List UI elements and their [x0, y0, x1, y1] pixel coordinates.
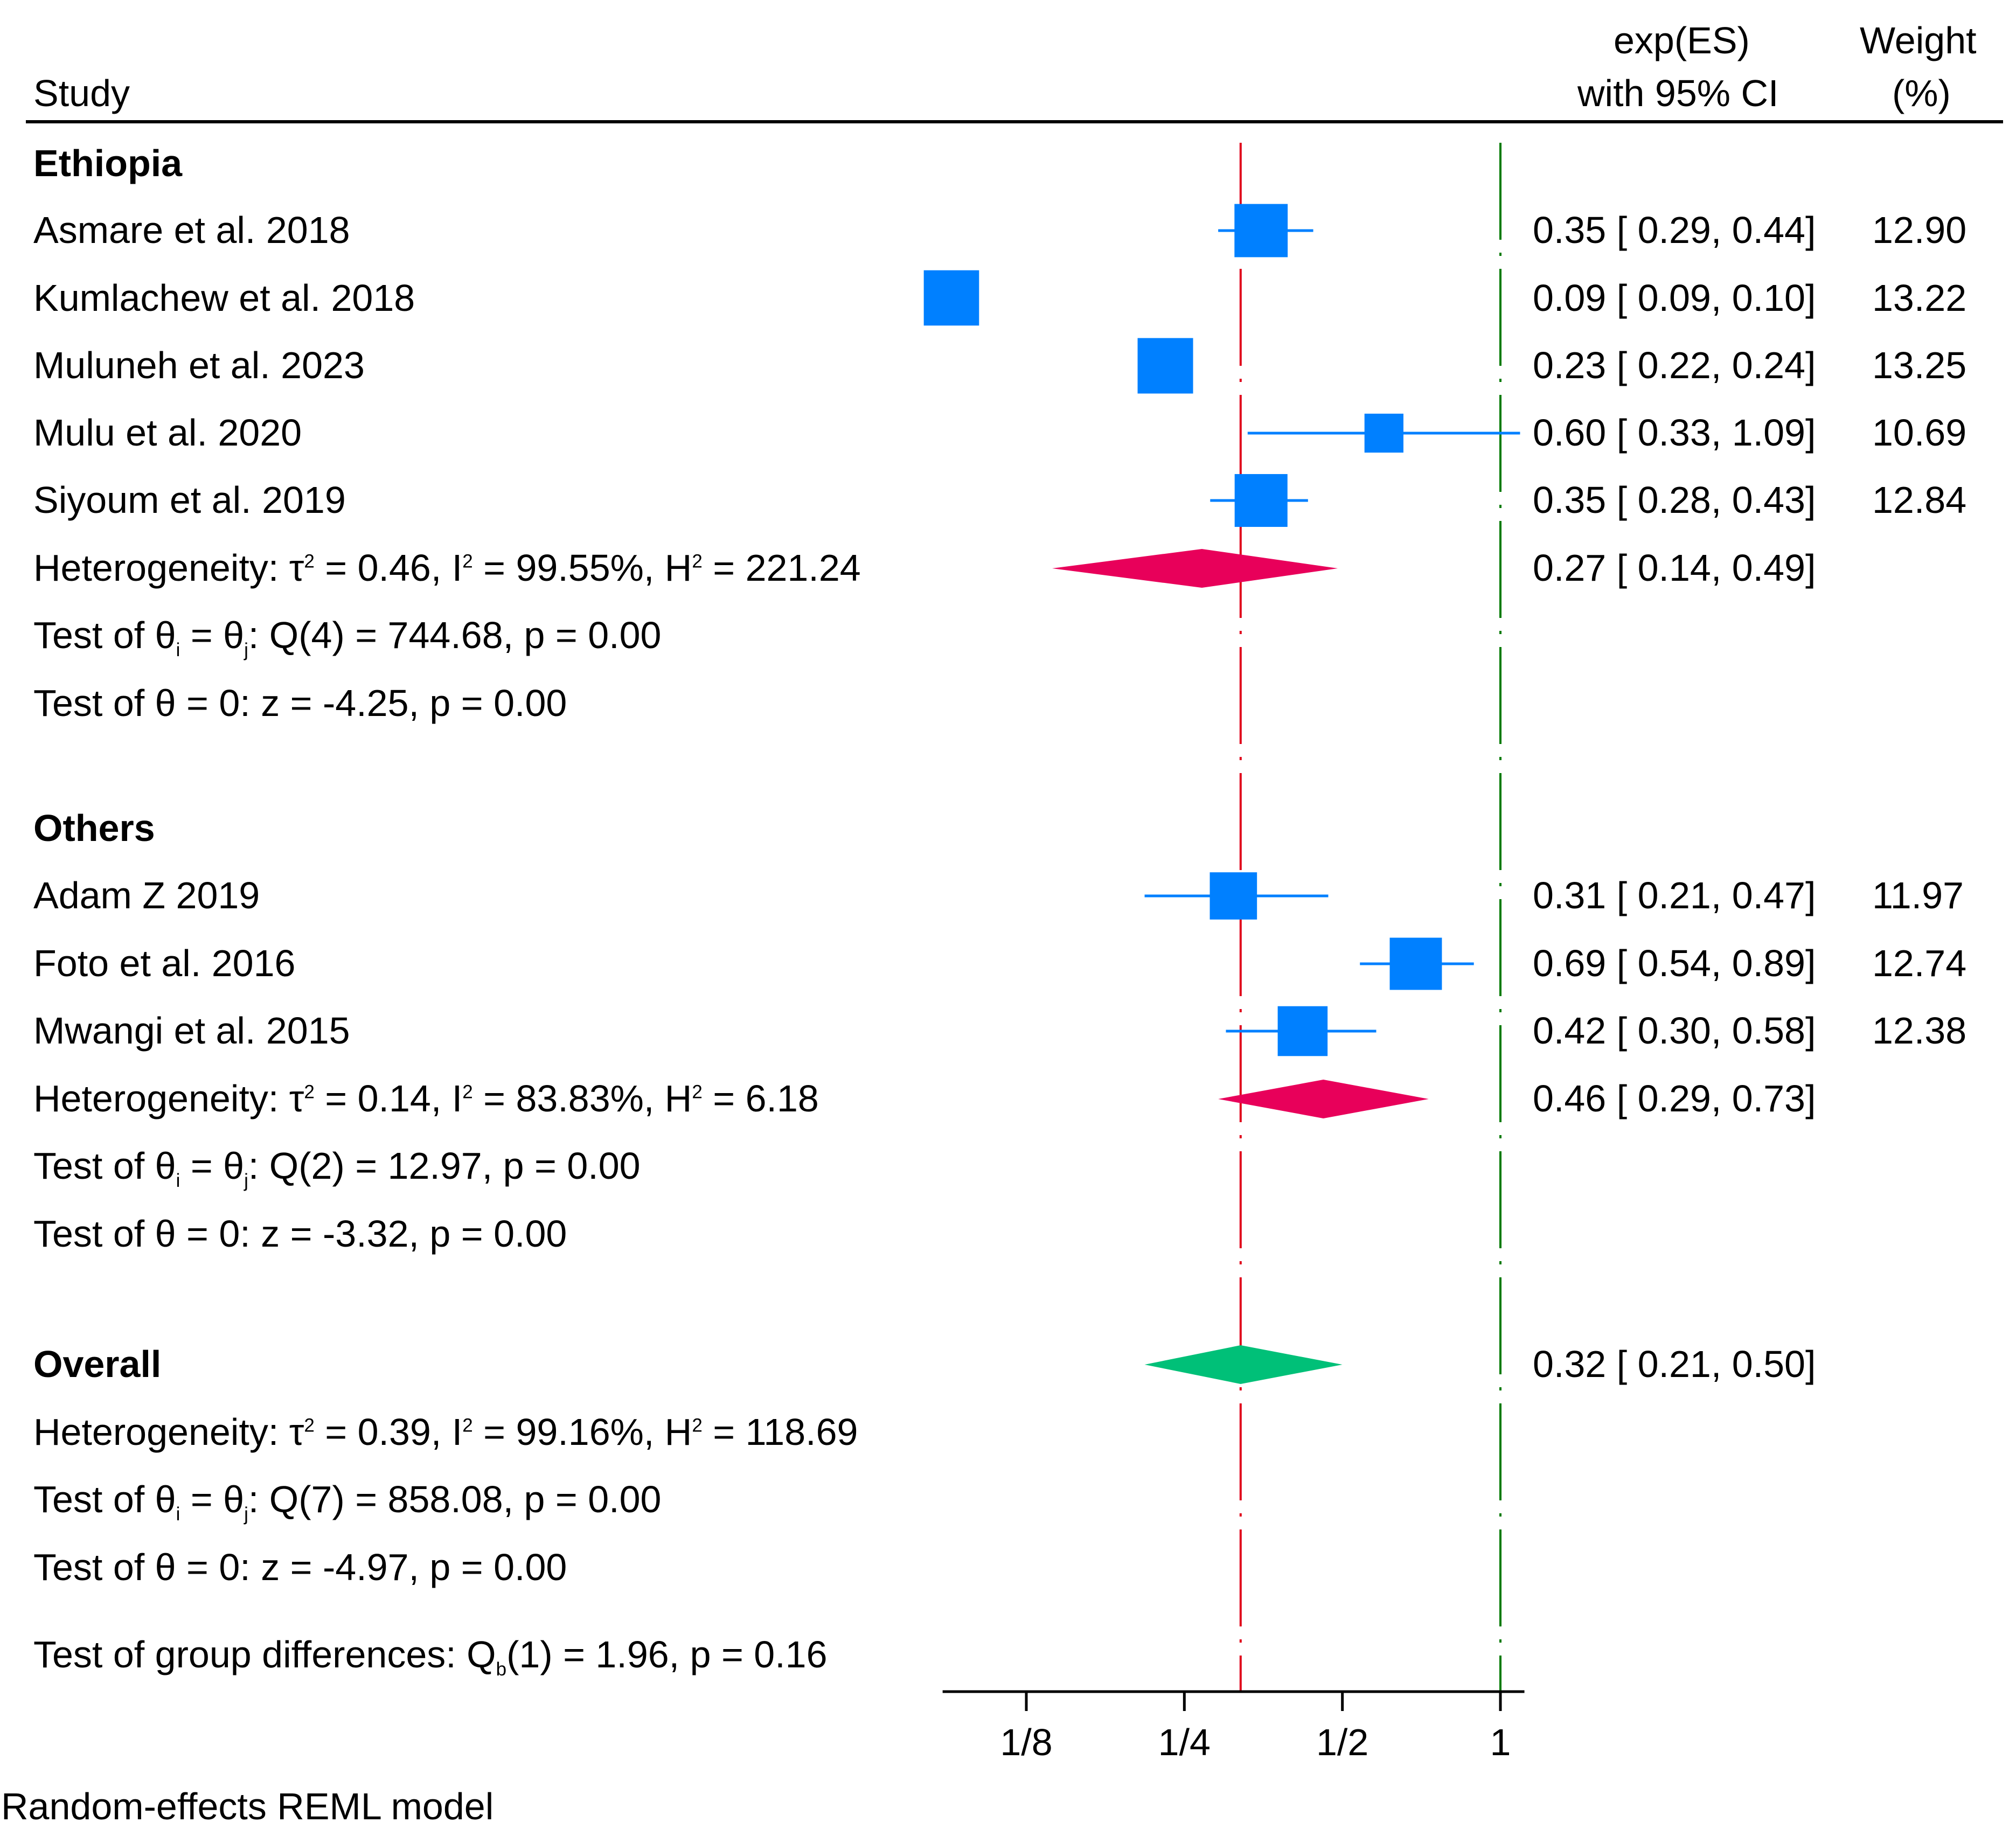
study-ci: 0.69 [ 0.54, 0.89] — [1533, 942, 1816, 984]
study-weight: 12.84 — [1872, 479, 1967, 521]
study-marker — [1209, 872, 1257, 920]
study-label: Asmare et al. 2018 — [33, 209, 350, 251]
study-marker — [1234, 474, 1288, 527]
header-study: Study — [33, 72, 130, 114]
pooled-ci-ethiopia: 0.27 [ 0.14, 0.49] — [1533, 547, 1816, 589]
test-zero-overall: Test of θ = 0: z = -4.97, p = 0.00 — [33, 1546, 567, 1588]
x-tick-label: 1/4 — [1158, 1721, 1211, 1763]
header-weight-line1: Weight — [1860, 19, 1977, 61]
study-marker — [1364, 413, 1403, 453]
study-ci: 0.31 [ 0.21, 0.47] — [1533, 874, 1816, 916]
study-marker — [1389, 937, 1442, 990]
study-ci: 0.60 [ 0.33, 1.09] — [1533, 412, 1816, 454]
heterogeneity-others: Heterogeneity: τ2 = 0.14, I2 = 83.83%, H… — [33, 1077, 819, 1119]
test-ij-overall: Test of θi = θj: Q(7) = 858.08, p = 0.00 — [33, 1478, 662, 1525]
study-weight: 11.97 — [1872, 874, 1964, 916]
study-label: Mulu et al. 2020 — [33, 412, 302, 454]
study-weight: 12.38 — [1872, 1010, 1967, 1052]
study-marker — [1137, 338, 1193, 394]
study-weight: 10.69 — [1872, 412, 1967, 454]
study-label: Foto et al. 2016 — [33, 942, 296, 984]
x-tick-label: 1 — [1490, 1721, 1511, 1763]
study-weight: 13.22 — [1872, 277, 1967, 319]
header-es-line1: exp(ES) — [1614, 19, 1750, 61]
test-ij-others: Test of θi = θj: Q(2) = 12.97, p = 0.00 — [33, 1145, 641, 1191]
overall-diamond — [1144, 1345, 1343, 1384]
x-tick-label: 1/8 — [1000, 1721, 1052, 1763]
study-ci: 0.09 [ 0.09, 0.10] — [1533, 277, 1816, 319]
study-ci: 0.23 [ 0.22, 0.24] — [1533, 344, 1816, 386]
header-weight-line2: (%) — [1892, 72, 1951, 114]
study-label: Mwangi et al. 2015 — [33, 1010, 350, 1052]
overall-title: Overall — [33, 1343, 162, 1385]
overall-ci: 0.32 [ 0.21, 0.50] — [1533, 1343, 1816, 1385]
pooled-ci-others: 0.46 [ 0.29, 0.73] — [1533, 1077, 1816, 1119]
study-weight: 12.74 — [1872, 942, 1967, 984]
study-weight: 12.90 — [1872, 209, 1967, 251]
study-marker — [1277, 1006, 1328, 1056]
footnote: Random-effects REML model — [1, 1785, 494, 1827]
header-es-line2: with 95% CI — [1577, 72, 1779, 114]
heterogeneity-overall: Heterogeneity: τ2 = 0.39, I2 = 99.16%, H… — [33, 1411, 858, 1453]
heterogeneity-ethiopia: Heterogeneity: τ2 = 0.46, I2 = 99.55%, H… — [33, 547, 861, 589]
study-marker — [923, 270, 979, 326]
group-title-others: Others — [33, 807, 155, 849]
pooled-diamond — [1218, 1080, 1429, 1118]
pooled-diamond — [1052, 549, 1338, 588]
study-marker — [1234, 204, 1288, 258]
group-title-ethiopia: Ethiopia — [33, 142, 183, 184]
test-ij-ethiopia: Test of θi = θj: Q(4) = 744.68, p = 0.00 — [33, 614, 662, 660]
study-ci: 0.42 [ 0.30, 0.58] — [1533, 1010, 1816, 1052]
test-zero-others: Test of θ = 0: z = -3.32, p = 0.00 — [33, 1213, 567, 1255]
study-label: Kumlachew et al. 2018 — [33, 277, 415, 319]
study-label: Siyoum et al. 2019 — [33, 479, 346, 521]
study-label: Muluneh et al. 2023 — [33, 344, 365, 386]
study-ci: 0.35 [ 0.29, 0.44] — [1533, 209, 1816, 251]
study-weight: 13.25 — [1872, 344, 1967, 386]
x-tick-label: 1/2 — [1316, 1721, 1368, 1763]
test-zero-ethiopia: Test of θ = 0: z = -4.25, p = 0.00 — [33, 682, 567, 724]
study-label: Adam Z 2019 — [33, 874, 260, 916]
test-group-differences: Test of group differences: Qb(1) = 1.96,… — [33, 1633, 828, 1680]
study-ci: 0.35 [ 0.28, 0.43] — [1533, 479, 1816, 521]
